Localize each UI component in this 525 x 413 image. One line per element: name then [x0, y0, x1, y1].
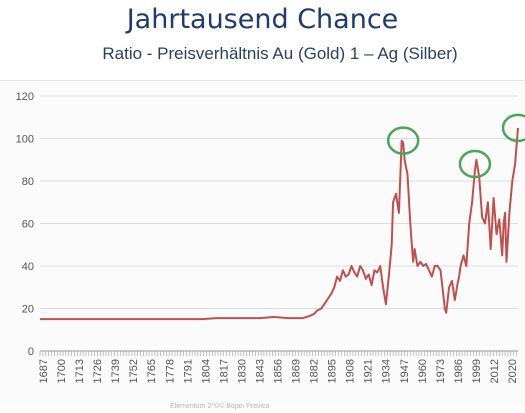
y-tick-label: 0 [28, 346, 34, 358]
x-tick-label: 1739 [110, 359, 122, 383]
y-tick-label: 60 [22, 219, 34, 231]
x-tick-label: 1986 [453, 359, 465, 383]
x-tick-label: 1908 [345, 359, 357, 383]
x-tick-label: 1947 [399, 359, 411, 383]
x-tick-label: 1882 [309, 359, 321, 383]
y-tick-label: 40 [22, 261, 34, 273]
x-tick-label: 1726 [92, 359, 104, 383]
x-tick-label: 1856 [273, 359, 285, 383]
x-tick-label: 2012 [489, 359, 501, 383]
x-tick-label: 1791 [182, 359, 194, 383]
y-tick-label: 100 [16, 134, 34, 146]
highlight-circle [458, 149, 492, 179]
chart-title: Jahrtausend Chance [126, 4, 399, 35]
x-tick-label: 1804 [200, 359, 212, 383]
x-tick-label: 2020 [507, 359, 519, 383]
x-tick-label: 1921 [363, 359, 375, 383]
chart-subtitle: Ratio - Preisverhältnis Au (Gold) 1 – Ag… [102, 44, 458, 63]
highlight-circle [386, 126, 420, 155]
series-line [40, 127, 519, 321]
y-tick-label: 120 [16, 91, 34, 103]
x-tick-label: 1973 [435, 359, 447, 383]
x-tick-label: 1934 [381, 359, 393, 383]
x-tick-label: 1817 [218, 359, 230, 383]
x-tick-label: 1843 [254, 359, 266, 383]
chart: 0 20 40 60 80 100 120 1687 1700 1713 1726 1739 1752 1… [16, 91, 525, 383]
chart-panel: 0 20 40 60 80 100 120 1687 1700 1713 1726 1739 1752 1… [0, 80, 525, 406]
x-tick-label: 1869 [291, 359, 303, 383]
y-tick-label: 20 [22, 304, 34, 316]
x-tick-label: 1752 [128, 359, 140, 383]
x-tick-label: 1687 [38, 359, 50, 383]
x-tick-label: 1700 [56, 359, 68, 383]
x-tick-label: 1960 [417, 359, 429, 383]
x-tick-label: 1830 [236, 359, 248, 383]
footer-credit: Elementum 2°©© Bojan Pravica [170, 403, 270, 410]
x-tick-label: 1765 [146, 359, 158, 383]
x-tick-label: 1778 [164, 359, 176, 383]
x-tick-label: 1895 [327, 359, 339, 383]
x-tick-label: 1713 [74, 359, 86, 383]
x-tick-label: 1999 [471, 359, 483, 383]
highlight-circle [501, 113, 525, 143]
y-tick-label: 80 [22, 176, 34, 188]
